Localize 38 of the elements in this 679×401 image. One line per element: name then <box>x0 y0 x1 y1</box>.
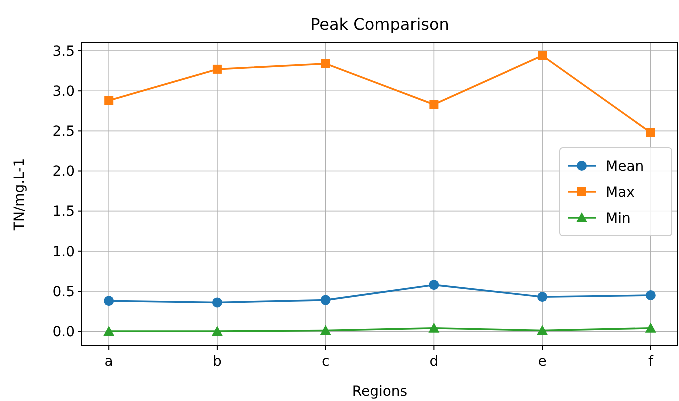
point <box>104 326 115 336</box>
point <box>538 292 548 302</box>
x-tick-label: f <box>648 354 654 370</box>
point <box>646 128 656 138</box>
x-tick-label: c <box>322 354 330 370</box>
y-tick-label: 2.5 <box>52 124 75 140</box>
y-tick-label: 0.5 <box>52 284 75 300</box>
y-tick-label: 3.0 <box>52 84 75 100</box>
point <box>428 322 440 333</box>
x-tick-label: a <box>104 354 114 370</box>
chart-title: Peak Comparison <box>310 15 450 34</box>
x-tick-label: b <box>213 354 222 370</box>
point <box>104 96 114 106</box>
legend-label: Mean <box>606 158 644 175</box>
point <box>212 64 222 74</box>
point <box>320 325 332 336</box>
point <box>212 298 222 308</box>
point <box>430 100 439 110</box>
point <box>320 295 331 306</box>
x-tick-label: e <box>538 354 547 370</box>
y-tick-label: 1.0 <box>52 244 75 260</box>
point <box>646 290 656 300</box>
point <box>645 322 656 333</box>
legend-label: Max <box>606 184 635 201</box>
y-tick-label: 3.5 <box>52 44 75 60</box>
point <box>538 51 548 60</box>
x-axis-title: Regions <box>352 384 408 400</box>
y-tick-label: 0.0 <box>52 324 75 340</box>
point <box>537 325 548 336</box>
point <box>321 59 330 68</box>
y-tick-label: 2.0 <box>52 164 75 180</box>
y-tick-label: 1.5 <box>52 204 75 220</box>
x-tick-label: d <box>430 354 439 370</box>
point <box>429 280 440 290</box>
legend-label: Min <box>606 210 631 227</box>
point <box>212 326 223 336</box>
point <box>104 296 114 306</box>
y-axis-title: TN/mg.L-1 <box>12 158 28 232</box>
